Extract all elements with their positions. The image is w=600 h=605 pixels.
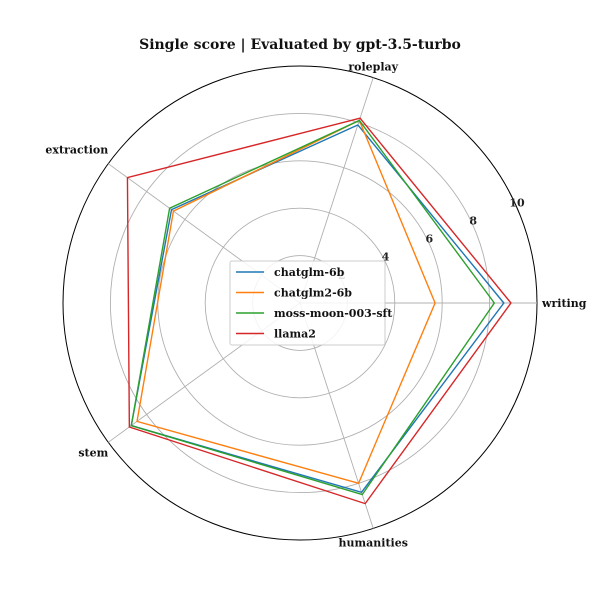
series-polygon-llama2 (126, 117, 512, 505)
legend-entry-label: llama2 (274, 328, 316, 341)
radial-tick-label: 10 (509, 196, 525, 209)
radial-tick-label: 8 (469, 214, 477, 227)
radial-tick-label: 6 (426, 233, 434, 246)
series-polygon-chatglm2-6b (136, 119, 436, 485)
category-label-roleplay: roleplay (348, 61, 398, 74)
category-label-humanities: humanities (339, 536, 408, 549)
radial-tick-label: 4 (382, 251, 390, 264)
category-label-stem: stem (78, 446, 108, 459)
legend: chatglm-6b chatglm2-6b moss-moon-003-sft ll… (229, 260, 393, 346)
series-polygon-moss-moon-003-sft (130, 119, 496, 496)
series-polygons (126, 117, 512, 505)
category-label-extraction: extraction (45, 144, 108, 157)
legend-entry-label: chatglm2-6b (274, 287, 352, 300)
legend-entry-label: moss-moon-003-sft (274, 307, 393, 320)
category-labels: writing roleplay extraction stem humanities (45, 61, 586, 550)
chart-title: Single score | Evaluated by gpt-3.5-turb… (139, 37, 461, 53)
legend-box (229, 260, 386, 346)
category-label-writing: writing (541, 297, 587, 310)
legend-entry-label: chatglm-6b (274, 266, 345, 279)
